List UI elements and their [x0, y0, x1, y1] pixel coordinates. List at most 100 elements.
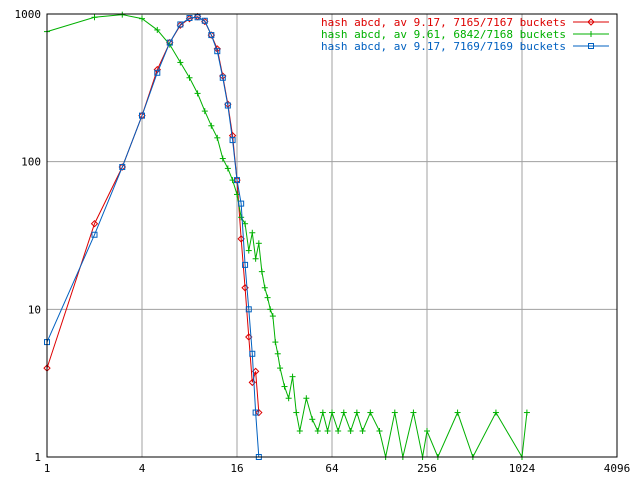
legend-label: hash abcd, av 9.17, 7169/7169 buckets	[321, 40, 566, 53]
x-tick-label: 4	[139, 462, 146, 475]
data-point	[303, 395, 310, 402]
legend: hash abcd, av 9.17, 7165/7167 bucketshas…	[321, 16, 609, 53]
data-point	[335, 427, 342, 434]
series-3	[44, 14, 262, 460]
data-point	[492, 409, 499, 416]
data-point	[255, 408, 263, 417]
data-point	[391, 409, 398, 416]
data-point	[201, 108, 208, 115]
data-point	[255, 240, 262, 247]
tick-labels: 1 4 16 64 256 1024 4096 1 10 100 1000	[15, 8, 631, 475]
data-point	[252, 409, 259, 416]
data-point	[194, 90, 201, 97]
data-point	[319, 409, 326, 416]
data-point	[238, 200, 245, 207]
data-point	[214, 134, 221, 141]
data-point	[119, 164, 126, 171]
data-point	[264, 294, 271, 301]
data-point	[272, 339, 279, 346]
data-point	[329, 409, 335, 416]
data-point	[219, 74, 226, 81]
data-point	[238, 214, 245, 221]
data-point	[139, 112, 145, 119]
data-point	[91, 14, 98, 21]
data-point	[277, 365, 284, 372]
x-tick-label: 1024	[509, 462, 536, 475]
data-point	[249, 229, 256, 236]
data-point	[588, 43, 594, 49]
x-tick-label: 4096	[604, 462, 631, 475]
x-tick-label: 16	[230, 462, 243, 475]
data-point	[208, 32, 215, 39]
data-point	[314, 427, 321, 434]
data-point	[359, 427, 366, 434]
data-point	[119, 11, 126, 18]
data-point	[267, 306, 274, 313]
data-point	[219, 155, 226, 162]
data-point	[214, 48, 221, 55]
legend-label: hash abcd, av 9.61, 6842/7168 buckets	[321, 28, 566, 41]
data-point	[309, 416, 316, 423]
data-point	[139, 15, 145, 22]
series-2	[44, 11, 530, 460]
data-point	[353, 409, 360, 416]
data-point	[252, 255, 259, 262]
data-point	[154, 69, 161, 76]
series-line	[46, 16, 260, 458]
x-tick-label: 64	[325, 462, 339, 475]
data-point	[258, 268, 265, 275]
data-point	[293, 409, 300, 416]
data-point	[245, 247, 252, 254]
y-tick-label: 1	[34, 451, 41, 464]
data-point	[454, 409, 461, 416]
data-point	[242, 261, 249, 268]
data-point	[274, 350, 281, 357]
data-point	[347, 427, 354, 434]
data-point	[166, 39, 173, 46]
grid	[47, 14, 617, 457]
data-point	[588, 31, 594, 37]
data-point	[208, 122, 215, 129]
series-line	[46, 14, 528, 459]
data-point	[234, 191, 240, 198]
legend-label: hash abcd, av 9.17, 7165/7167 buckets	[321, 16, 566, 29]
data-point	[224, 165, 231, 172]
data-point	[324, 427, 331, 434]
x-tick-label: 1	[44, 462, 51, 475]
data-point	[186, 74, 193, 81]
data-point	[177, 21, 184, 28]
data-point	[242, 220, 249, 227]
data-point	[177, 59, 184, 66]
data-point	[234, 177, 240, 184]
data-point	[249, 350, 256, 357]
data-point	[367, 409, 374, 416]
y-tick-label: 10	[28, 303, 41, 316]
data-point	[154, 26, 161, 33]
data-point	[340, 409, 347, 416]
data-point	[186, 14, 193, 21]
y-tick-label: 1000	[15, 8, 42, 21]
data-point	[194, 14, 201, 21]
data-point	[523, 409, 530, 416]
data-point	[376, 427, 383, 434]
data-point	[229, 137, 236, 144]
data-point	[410, 409, 417, 416]
data-point	[245, 306, 252, 313]
data-point	[90, 220, 99, 228]
data-point	[269, 313, 276, 320]
data-point	[424, 427, 430, 434]
data-point	[224, 102, 231, 109]
data-point	[261, 284, 268, 291]
plot-frame	[46, 13, 618, 458]
data-point	[91, 231, 98, 238]
x-tick-label: 256	[417, 462, 437, 475]
data-point	[296, 427, 303, 434]
data-point	[281, 383, 288, 390]
y-tick-label: 100	[21, 156, 41, 169]
data-point	[201, 17, 208, 24]
data-point	[289, 373, 296, 380]
data-point	[587, 18, 595, 26]
data-point	[285, 395, 292, 402]
